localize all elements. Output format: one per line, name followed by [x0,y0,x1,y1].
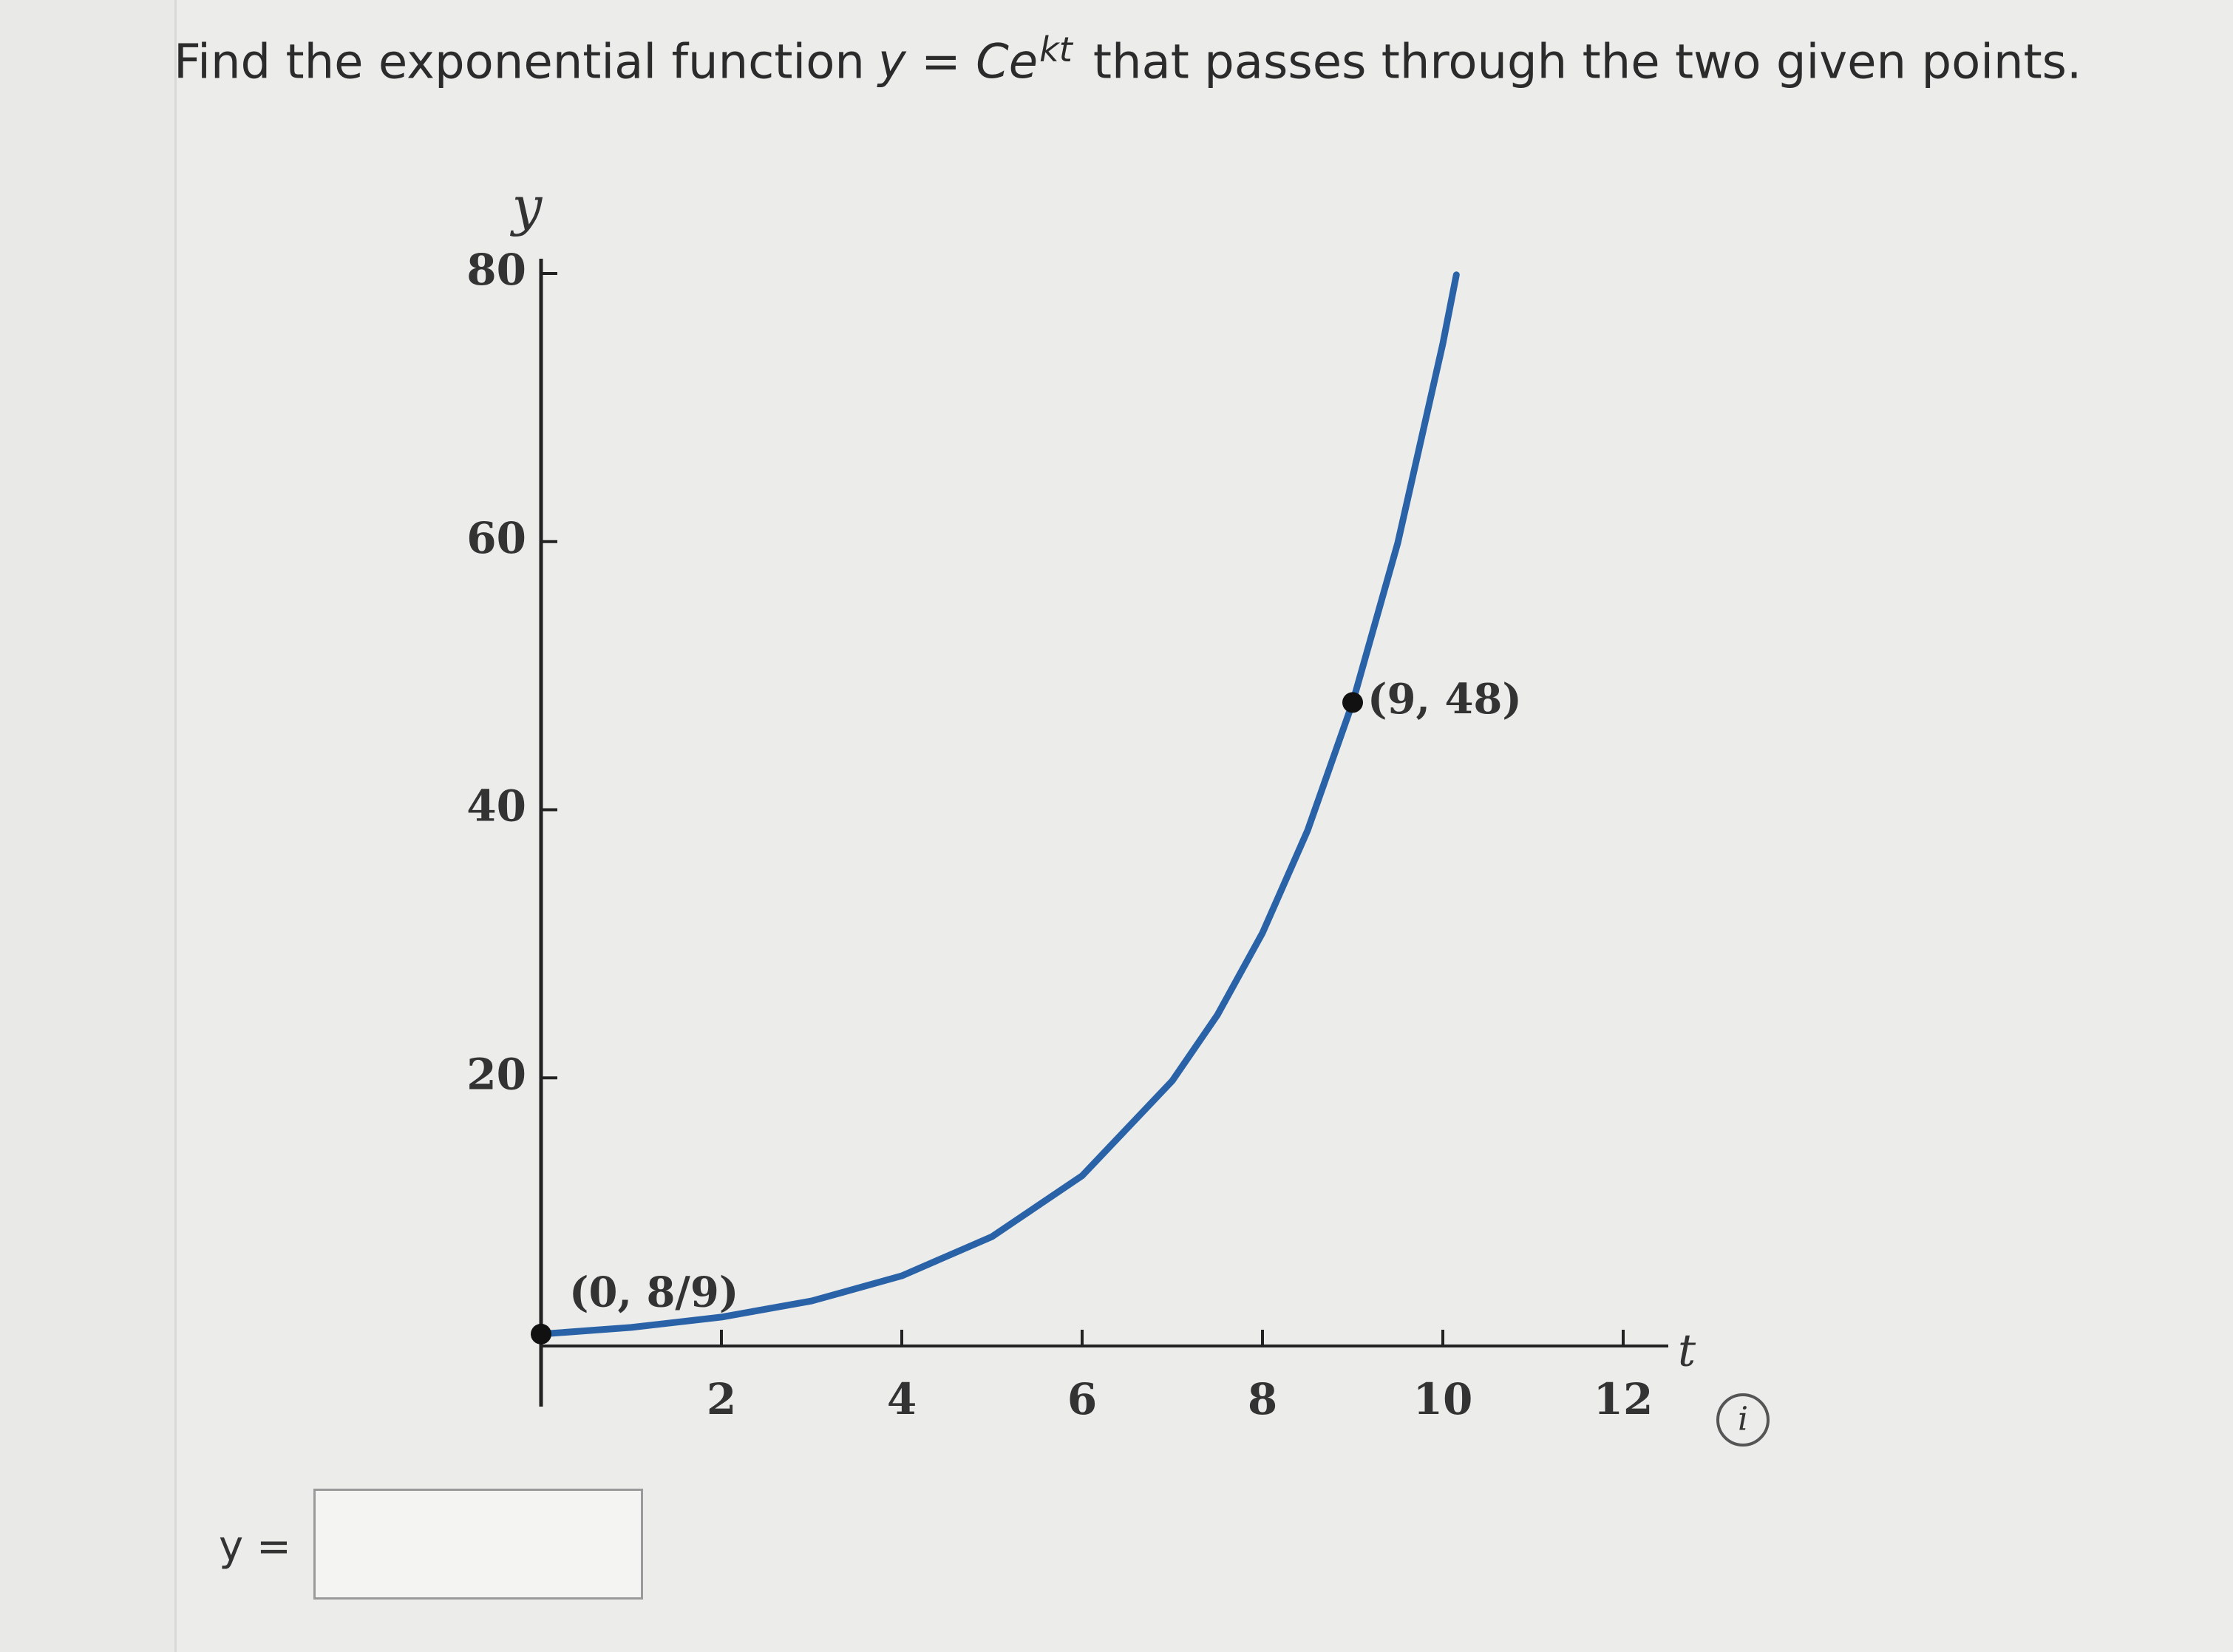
question-text: Find the exponential function [174,35,865,90]
question: Find the exponential function y = Cekt tha… [174,30,2081,89]
y-tick-label: 80 [466,245,526,295]
curve [537,271,1460,1338]
x-tick-label: 4 [887,1374,917,1424]
x-tick-label: 12 [1594,1374,1653,1424]
answer-input[interactable] [313,1489,643,1600]
equation-exponent: kt [1039,30,1073,69]
answer-label: y = [219,1523,291,1571]
x-axis-label: t [1678,1325,1696,1377]
point-label: (0, 8/9) [569,1268,738,1317]
equation-base: y = Ce [877,35,1039,90]
question-text: that passes through the two given points… [1092,35,2082,90]
point [1342,692,1363,713]
x-tick-label: 8 [1248,1374,1277,1424]
y-tick-label: 20 [466,1049,526,1099]
y-tick-label: 40 [466,781,526,832]
point [531,1323,551,1345]
x-tick-label: 2 [707,1374,736,1424]
info-icon-glyph[interactable]: i [1738,1401,1748,1438]
x-tick-label: 6 [1067,1374,1097,1424]
y-axis-label: y [510,175,543,237]
x-tick-label: 10 [1413,1374,1473,1424]
y-tick-label: 60 [466,513,526,563]
point-label: (9, 48) [1367,675,1522,724]
content-panel [174,0,2233,1652]
info-icon[interactable] [1716,1393,1770,1447]
equation: y = Cekt [877,30,1080,90]
